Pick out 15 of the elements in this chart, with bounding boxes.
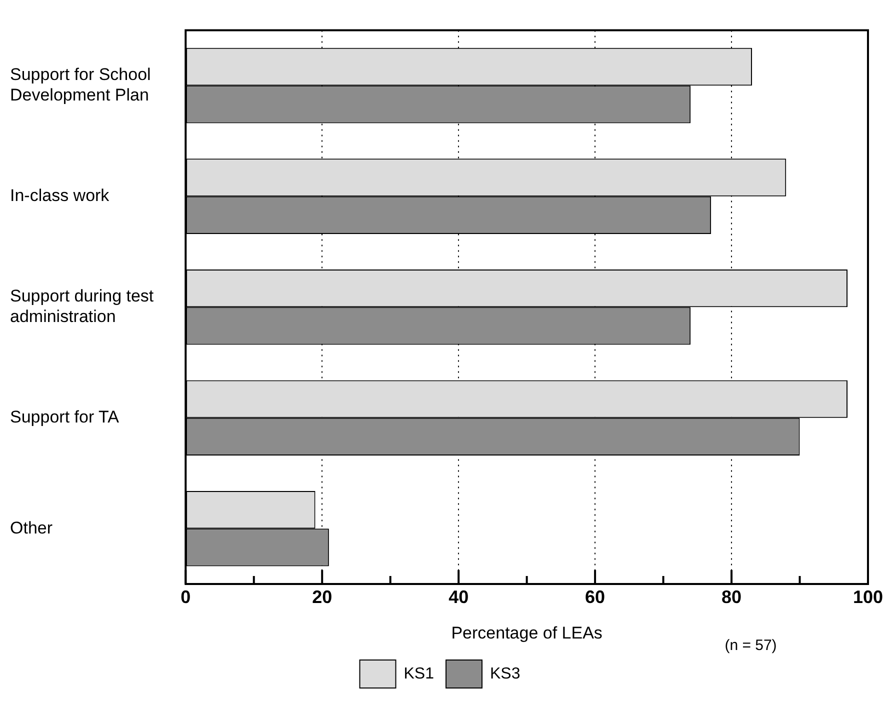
y-tick-label: In-class work	[10, 186, 110, 206]
y-tick-label: Support for TA	[10, 408, 120, 427]
x-tick-label: 80	[722, 586, 742, 607]
legend-label: KS3	[490, 665, 520, 682]
y-tick-label: Support for School Development Plan	[10, 65, 151, 104]
y-tick-label: Support during test administration	[10, 286, 154, 326]
x-axis-title: Percentage of LEAs	[451, 623, 602, 642]
x-tick-label: 0	[180, 586, 191, 607]
x-tick-label: 100	[852, 586, 884, 607]
x-tick-label: 40	[448, 586, 469, 607]
legend-label: KS1	[404, 665, 434, 682]
text: (n = 57)	[724, 637, 777, 654]
x-tick-label: 60	[585, 586, 606, 607]
x-tick-label: 20	[312, 586, 332, 607]
y-tick-label: Other	[10, 518, 53, 538]
